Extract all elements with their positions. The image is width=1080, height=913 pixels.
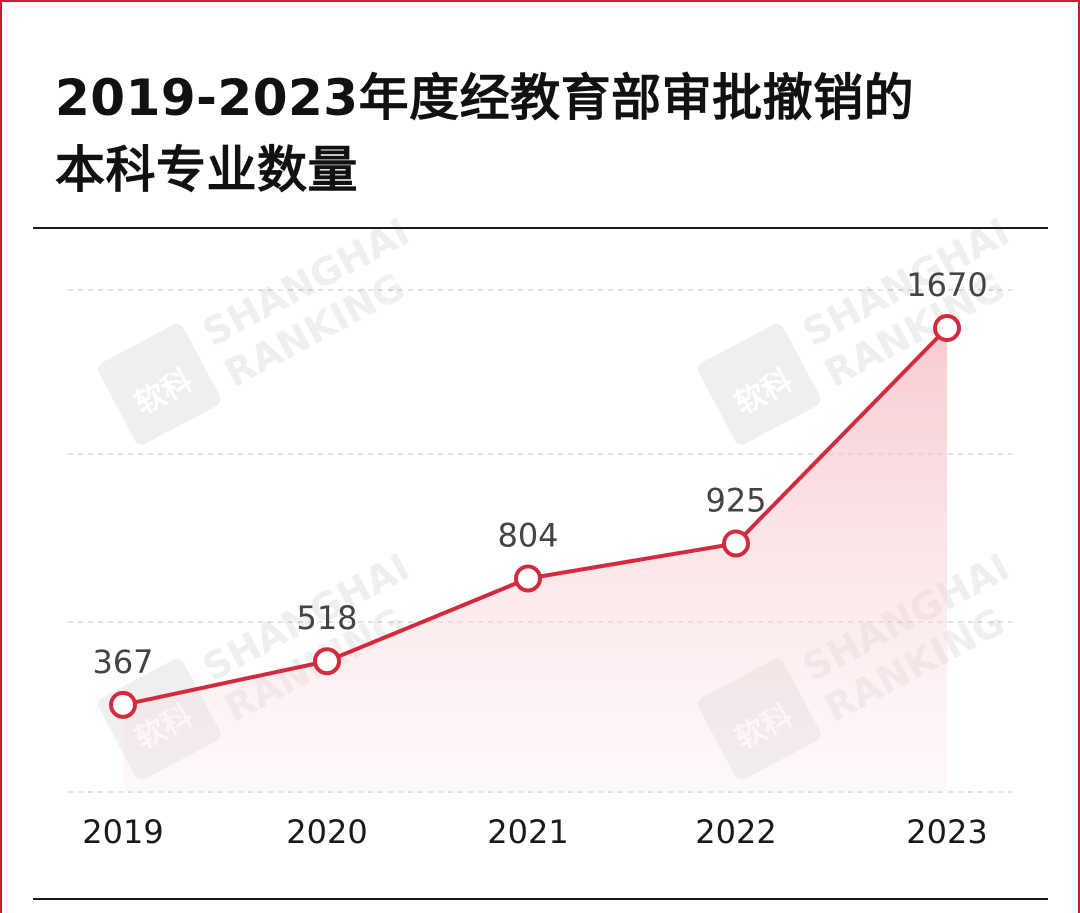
bottom-divider — [33, 898, 1048, 900]
data-label-2023: 1670 — [906, 266, 987, 304]
data-point-2021 — [514, 564, 542, 593]
x-tick-label: 2023 — [906, 813, 987, 851]
x-tick-label: 2019 — [82, 813, 163, 851]
title-line-2: 本科专业数量 — [55, 141, 358, 199]
data-point-2022 — [722, 529, 750, 558]
chart-title: 2019-2023年度经教育部审批撤销的 本科专业数量 — [55, 62, 1045, 206]
watermark-logo — [98, 323, 221, 445]
watermark-logo — [698, 323, 821, 445]
title-line-1: 2019-2023年度经教育部审批撤销的 — [55, 69, 915, 127]
title-divider — [33, 227, 1048, 229]
x-tick-label: 2021 — [487, 813, 568, 851]
data-points — [109, 314, 961, 719]
data-point-2019 — [109, 690, 137, 719]
area-fill — [123, 328, 947, 792]
data-point-2023 — [933, 314, 961, 343]
x-tick-label: 2020 — [286, 813, 367, 851]
data-label-2021: 804 — [497, 516, 558, 554]
data-labels: 367 518 804 925 1670 — [92, 266, 987, 681]
data-label-2020: 518 — [296, 599, 357, 637]
data-point-2020 — [313, 647, 341, 676]
data-label-2022: 925 — [705, 481, 766, 519]
data-label-2019: 367 — [92, 643, 153, 681]
x-tick-label: 2022 — [695, 813, 776, 851]
x-axis-ticks: 2019 2020 2021 2022 2023 — [82, 813, 987, 851]
